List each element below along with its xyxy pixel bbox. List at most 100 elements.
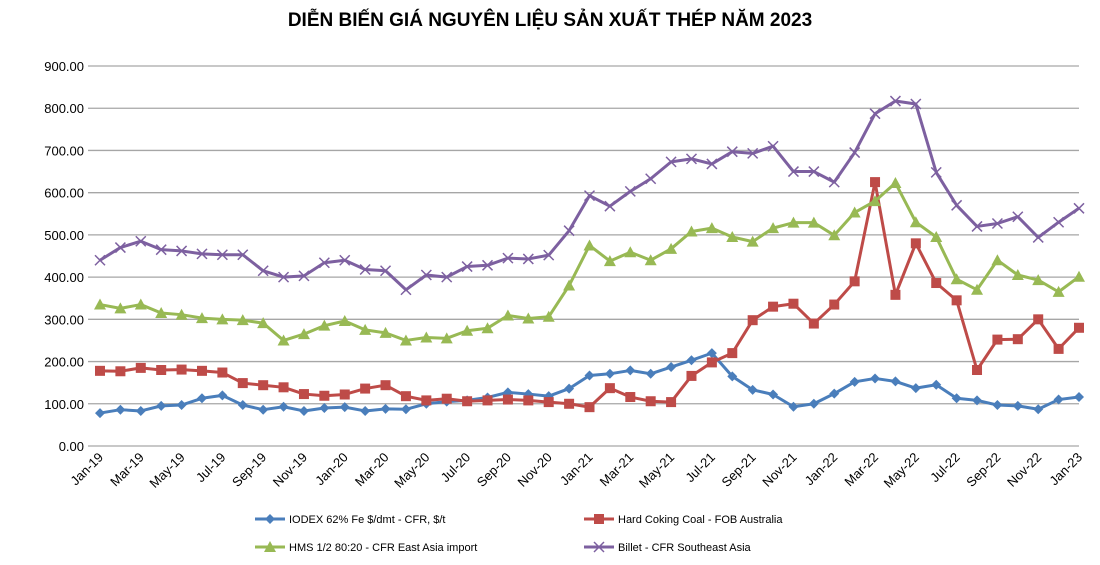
y-tick-label: 500.00 <box>44 228 84 243</box>
data-point <box>645 173 657 185</box>
data-point <box>1032 274 1045 286</box>
data-point <box>95 408 105 419</box>
data-point <box>890 376 901 387</box>
data-point <box>787 166 799 178</box>
data-point <box>543 397 554 408</box>
data-point <box>155 307 168 318</box>
data-point <box>971 283 984 295</box>
data-point <box>420 331 433 343</box>
data-point <box>747 147 759 159</box>
data-point <box>196 393 207 404</box>
data-point <box>910 98 922 110</box>
data-point <box>645 396 656 407</box>
data-point <box>603 255 616 267</box>
data-point <box>583 239 596 251</box>
data-point <box>441 393 452 404</box>
data-point <box>380 380 391 391</box>
data-point <box>360 405 371 416</box>
x-tick-label: Nov-21 <box>759 450 799 490</box>
data-point <box>297 328 310 340</box>
data-point <box>400 391 411 402</box>
x-tick-label: Jan-19 <box>67 450 106 489</box>
data-point <box>931 278 942 289</box>
data-point <box>685 225 698 237</box>
data-point <box>114 302 127 314</box>
x-tick-label: Jan-21 <box>557 450 596 489</box>
data-point <box>461 324 474 336</box>
data-point <box>604 200 616 212</box>
data-point <box>727 348 738 359</box>
data-point <box>542 310 555 322</box>
data-point <box>768 389 779 400</box>
data-point <box>767 222 780 234</box>
data-point <box>482 395 493 406</box>
data-point <box>339 402 350 413</box>
data-point <box>462 396 473 407</box>
data-point <box>726 231 739 242</box>
legend-label: IODEX 62% Fe $/dmt - CFR, $/t <box>289 514 446 526</box>
x-tick-label: Jan-22 <box>802 450 841 489</box>
data-point <box>1052 285 1065 297</box>
x-tick-label: Nov-22 <box>1004 450 1044 490</box>
data-point <box>277 334 290 346</box>
data-point <box>665 156 677 168</box>
data-point <box>1053 394 1064 405</box>
data-point <box>890 289 901 300</box>
data-point <box>1074 322 1084 333</box>
x-tick-label: May-19 <box>146 450 187 491</box>
data-point <box>420 269 432 281</box>
data-point <box>1011 269 1024 280</box>
data-point <box>319 390 330 401</box>
data-point <box>870 373 881 384</box>
data-point <box>788 298 799 309</box>
data-point <box>991 254 1004 266</box>
data-point <box>1074 392 1084 403</box>
data-point <box>747 384 758 395</box>
y-tick-label: 0.00 <box>59 439 84 454</box>
data-point <box>563 225 575 237</box>
data-point <box>951 295 962 306</box>
x-tick-label: Nov-19 <box>270 450 310 490</box>
data-point <box>379 326 392 338</box>
data-point <box>523 395 534 406</box>
data-point <box>829 299 840 310</box>
x-tick-label: Jul-19 <box>193 450 229 486</box>
data-point <box>522 312 535 324</box>
data-point <box>1012 211 1024 223</box>
data-point <box>828 229 841 241</box>
data-point <box>951 199 963 211</box>
data-point <box>319 403 330 413</box>
data-point <box>889 176 902 188</box>
data-point <box>706 158 718 170</box>
data-point <box>114 242 126 254</box>
data-point <box>644 254 657 266</box>
y-tick-label: 900.00 <box>44 59 84 74</box>
data-point <box>808 398 819 409</box>
data-point <box>95 365 105 376</box>
data-point <box>746 235 759 247</box>
data-point <box>298 405 309 416</box>
legend-label: Hard Coking Coal - FOB Australia <box>618 514 783 526</box>
data-point <box>1012 334 1023 345</box>
data-point <box>705 222 718 234</box>
data-point <box>339 254 351 266</box>
data-point <box>706 357 717 368</box>
data-point <box>502 252 514 264</box>
legend-marker <box>593 541 605 553</box>
data-point <box>400 284 412 296</box>
x-tick-label: Mar-21 <box>597 450 637 490</box>
data-point <box>543 249 555 261</box>
data-point <box>972 395 983 406</box>
data-point <box>196 365 207 376</box>
y-tick-label: 200.00 <box>44 355 84 370</box>
data-point <box>400 404 411 415</box>
data-point <box>706 348 717 359</box>
data-point <box>727 371 738 382</box>
data-point <box>217 390 228 401</box>
y-tick-label: 800.00 <box>44 101 84 116</box>
data-point <box>1012 400 1023 411</box>
data-point <box>930 166 942 178</box>
data-point <box>828 176 840 188</box>
data-point <box>665 242 678 254</box>
